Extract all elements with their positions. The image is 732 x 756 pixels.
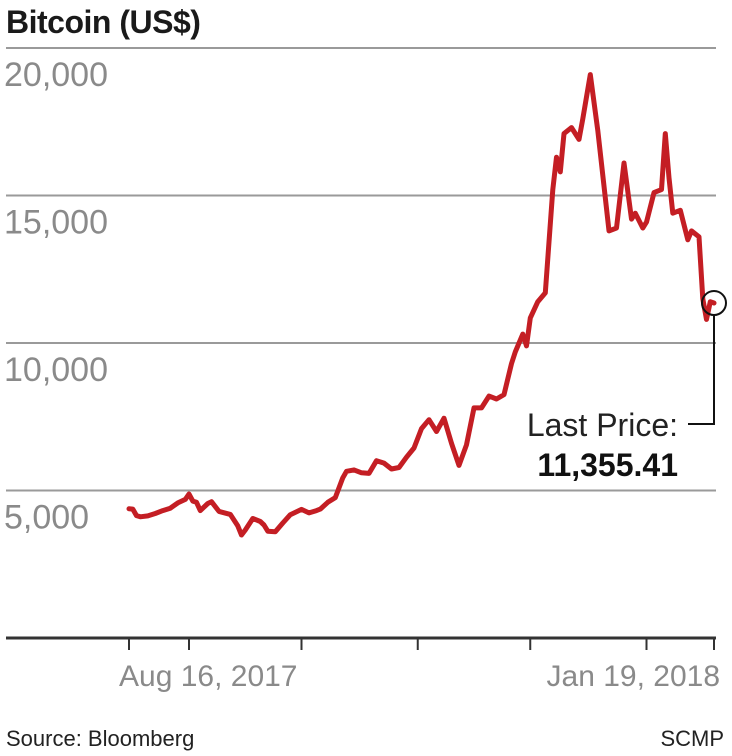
x-tick-label-2018-01-19: Jan 19, 2018 — [547, 660, 720, 693]
x-tick-label-2017-08-16: Aug 16, 2017 — [119, 660, 298, 693]
x-axis-ticks: Aug 16, 2017 Jan 19, 2018 — [119, 638, 720, 693]
credit-note: SCMP — [660, 726, 724, 751]
annotation-leader-line — [688, 315, 715, 425]
annotation-label: Last Price: — [527, 407, 678, 443]
annotation-value: 11,355.41 — [537, 447, 678, 483]
grid-lines — [6, 194, 716, 492]
y-tick-label-10000: 10,000 — [4, 351, 108, 389]
last-price-annotation: Last Price: 11,355.41 — [527, 290, 727, 483]
y-tick-label-20000: 20,000 — [4, 56, 108, 94]
y-axis-ticks: 5,000 10,000 15,000 20,000 — [4, 56, 108, 537]
chart-title: Bitcoin (US$) — [6, 4, 201, 40]
y-tick-label-5000: 5,000 — [4, 499, 89, 537]
price-line — [126, 72, 717, 538]
y-tick-label-15000: 15,000 — [4, 204, 108, 242]
source-note: Source: Bloomberg — [6, 726, 195, 751]
